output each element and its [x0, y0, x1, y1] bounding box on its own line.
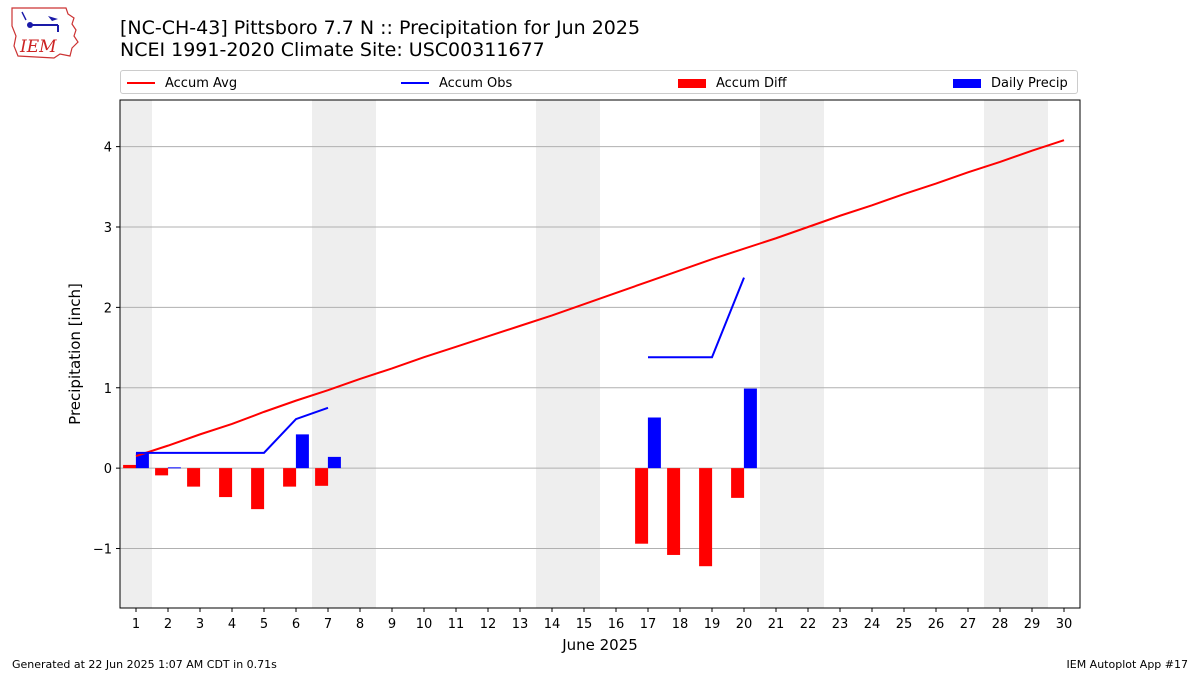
legend-item-daily-precip: Daily Precip [953, 74, 1068, 92]
legend-label-accum-avg: Accum Avg [165, 75, 238, 91]
x-tick-label: 7 [324, 617, 332, 632]
legend-swatch-daily-precip [953, 78, 981, 88]
legend-item-accum-avg: Accum Avg [127, 74, 237, 92]
weekend-band [120, 100, 152, 608]
chart-title: [NC-CH-43] Pittsboro 7.7 N :: Precipitat… [120, 17, 641, 39]
x-tick-label: 19 [704, 617, 721, 632]
x-tick-label: 15 [576, 617, 593, 632]
chart-subtitle: NCEI 1991-2020 Climate Site: USC00311677 [120, 39, 545, 61]
y-tick-label: 0 [104, 462, 112, 477]
legend-item-accum-diff: Accum Diff [678, 74, 787, 92]
x-tick-label: 2 [164, 617, 172, 632]
x-tick-label: 16 [608, 617, 625, 632]
x-tick-label: 25 [896, 617, 913, 632]
y-tick-label: 3 [104, 221, 112, 236]
legend-label-accum-diff: Accum Diff [716, 75, 787, 91]
y-tick-label: 1 [104, 382, 112, 397]
x-tick-label: 24 [864, 617, 881, 632]
accum-avg-line [135, 139, 1065, 458]
x-tick-label: 23 [832, 617, 849, 632]
accum-diff-bar [699, 468, 713, 567]
daily-precip-bar [743, 388, 757, 469]
legend: Accum Avg Accum Obs Accum Diff Daily Pre… [120, 70, 1078, 94]
x-tick-label: 27 [960, 617, 977, 632]
legend-label-accum-obs: Accum Obs [439, 75, 513, 91]
x-axis-label: June 2025 [561, 636, 638, 654]
legend-item-accum-obs: Accum Obs [401, 74, 512, 92]
legend-label-daily-precip: Daily Precip [991, 75, 1068, 91]
accum-diff-bar [251, 468, 265, 510]
x-tick-label: 11 [448, 617, 465, 632]
y-axis-label: Precipitation [inch] [66, 283, 84, 425]
accum-obs-line [136, 406, 329, 454]
accum-diff-bar [123, 464, 137, 469]
x-tick-label: 8 [356, 617, 364, 632]
x-tick-label: 13 [512, 617, 529, 632]
accum-diff-bar [187, 468, 201, 487]
x-tick-label: 14 [544, 617, 561, 632]
accum-diff-bar [315, 468, 329, 486]
x-tick-label: 26 [928, 617, 945, 632]
x-tick-label: 28 [992, 617, 1009, 632]
y-tick-label: 4 [104, 141, 112, 156]
accum-diff-bar [635, 468, 649, 544]
x-tick-label: 20 [736, 617, 753, 632]
x-tick-label: 6 [292, 617, 300, 632]
x-tick-label: 17 [640, 617, 657, 632]
weekend-band [312, 100, 376, 608]
daily-precip-bar [295, 434, 309, 469]
x-tick-label: 10 [416, 617, 433, 632]
legend-swatch-accum-avg [127, 82, 155, 84]
weekend-band [536, 100, 600, 608]
x-tick-label: 12 [480, 617, 497, 632]
x-tick-label: 3 [196, 617, 204, 632]
x-tick-label: 5 [260, 617, 268, 632]
iem-logo: IEM [11, 7, 79, 59]
legend-swatch-accum-obs [401, 82, 429, 84]
y-tick-label: −1 [93, 543, 112, 558]
weekend-band [760, 100, 824, 608]
weekend-band [984, 100, 1048, 608]
daily-precip-bar [135, 452, 149, 469]
daily-precip-bar [327, 456, 341, 469]
accum-diff-bar [155, 468, 169, 476]
x-tick-label: 29 [1024, 617, 1041, 632]
x-tick-label: 18 [672, 617, 689, 632]
y-tick-label: 2 [104, 301, 112, 316]
accum-obs-line [648, 277, 745, 359]
daily-precip-bar [647, 417, 661, 469]
x-tick-label: 30 [1056, 617, 1073, 632]
plot-frame [119, 99, 1081, 609]
accum-diff-bar [283, 468, 297, 487]
generated-footer: Generated at 22 Jun 2025 1:07 AM CDT in … [12, 658, 277, 671]
accum-diff-bar [667, 468, 681, 555]
x-tick-label: 21 [768, 617, 785, 632]
x-tick-label: 4 [228, 617, 236, 632]
logo-text: IEM [19, 37, 57, 57]
daily-precip-bar [167, 467, 181, 469]
accum-diff-bar [731, 468, 745, 498]
accum-diff-bar [219, 468, 233, 498]
x-tick-label: 22 [800, 617, 817, 632]
app-footer: IEM Autoplot App #17 [1066, 658, 1189, 671]
x-tick-label: 9 [388, 617, 396, 632]
x-tick-label: 1 [132, 617, 140, 632]
legend-swatch-accum-diff [678, 78, 706, 88]
